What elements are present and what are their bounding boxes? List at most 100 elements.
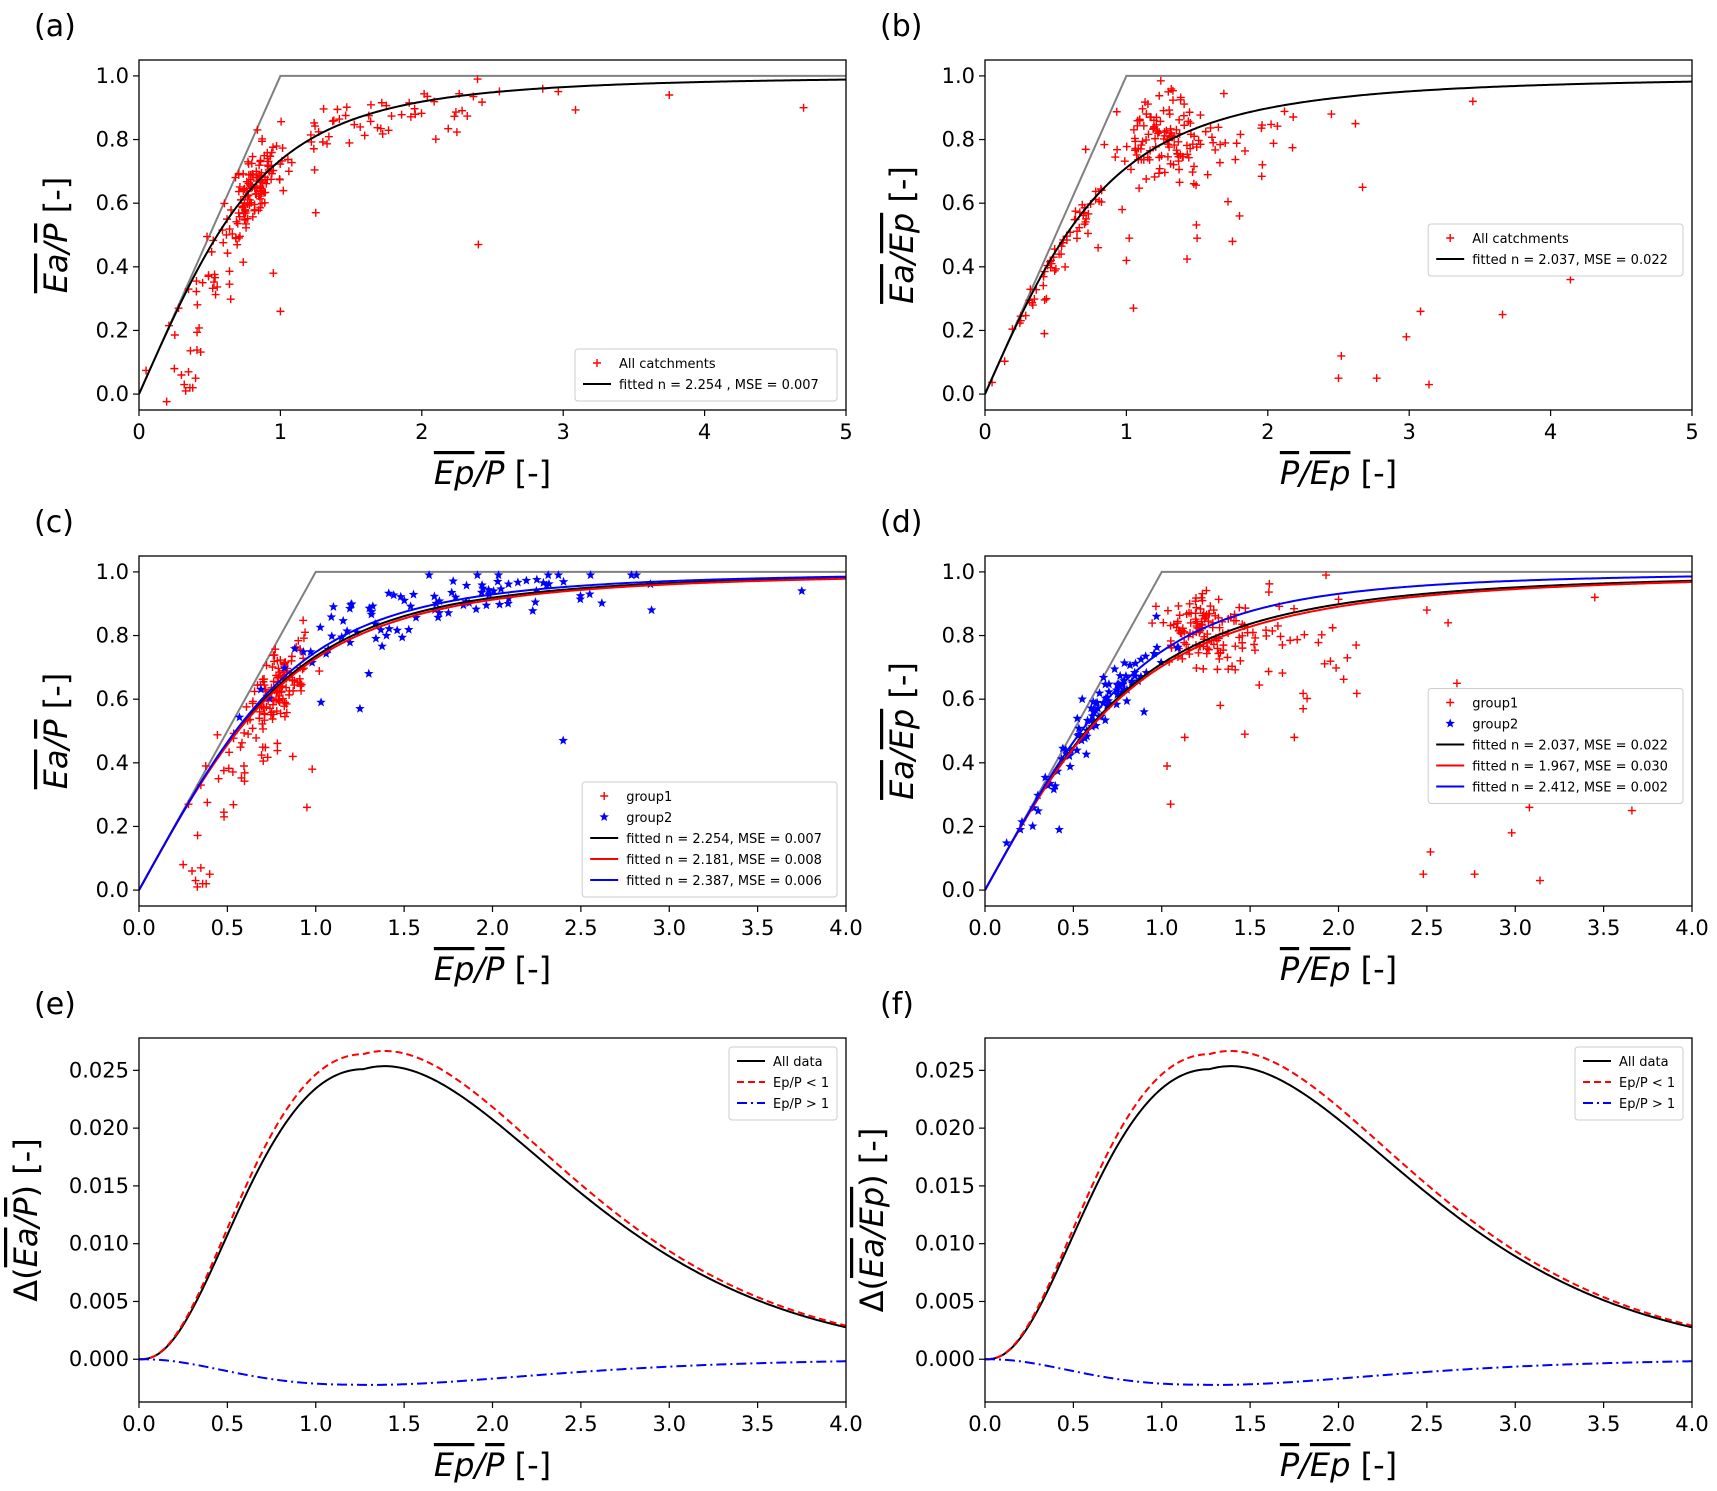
data-point <box>346 599 357 609</box>
data-point <box>1139 706 1149 716</box>
data-point <box>1155 128 1164 137</box>
x-tick-label: 3.5 <box>741 916 774 940</box>
legend-entry: group1 <box>1446 697 1518 712</box>
data-point <box>1133 116 1142 125</box>
panel-c: (c) 0.0 0.5 1.0 1.5 2.0 2.5 3.0 3.5 4.0 0.0 0.2 0.4 0… <box>34 505 863 988</box>
data-point <box>1273 122 1282 131</box>
data-point <box>220 812 229 821</box>
y-tick-label: 0.025 <box>915 1058 975 1082</box>
data-point <box>242 177 251 186</box>
data-point <box>1050 266 1059 275</box>
data-point <box>496 584 506 594</box>
data-point <box>345 603 355 613</box>
legend-entry: fitted n = 2.037, MSE = 0.022 <box>1436 739 1668 754</box>
data-point <box>1159 618 1168 627</box>
data-point <box>1192 181 1201 190</box>
data-point <box>366 609 377 619</box>
y-tick-label: 0.8 <box>96 624 129 648</box>
data-point <box>1122 696 1132 706</box>
x-tick-label: 2.0 <box>1322 916 1355 940</box>
data-point <box>444 124 453 133</box>
data-point <box>397 632 407 642</box>
data-point <box>424 570 434 580</box>
data-point <box>224 764 233 773</box>
data-point <box>1132 150 1141 159</box>
data-point <box>1111 153 1120 162</box>
data-point <box>1216 140 1225 149</box>
data-point <box>1214 123 1223 132</box>
data-point <box>1188 168 1197 177</box>
data-point <box>1293 635 1302 644</box>
data-point <box>1196 604 1205 613</box>
data-point <box>553 570 564 580</box>
limit-line <box>139 74 846 395</box>
data-point <box>1174 157 1183 166</box>
data-point <box>384 126 393 135</box>
legend-entry: group2 <box>1445 718 1518 733</box>
x-tick-label: 5 <box>839 420 852 444</box>
x-tick-label: 0.5 <box>211 916 244 940</box>
data-point <box>1153 129 1162 138</box>
data-point <box>1238 644 1247 653</box>
data-point <box>1303 694 1312 703</box>
data-point <box>257 751 266 760</box>
data-point <box>1190 132 1199 141</box>
legend: All catchments fitted n = 2.254 , MSE = 0… <box>574 348 838 402</box>
panel-a: (a) 0 1 2 3 4 5 0.0 0.2 0.4 0.6 0.8 1.0 All catchment… <box>34 9 853 492</box>
data-point <box>279 186 288 195</box>
data-point <box>1185 108 1194 117</box>
data-point <box>1213 644 1222 653</box>
data-point <box>232 217 241 226</box>
data-point <box>1498 310 1507 319</box>
data-point <box>235 212 244 221</box>
data-point <box>284 167 293 176</box>
data-point <box>1444 618 1453 627</box>
data-point <box>1173 617 1182 626</box>
x-tick-label: 3.5 <box>1587 916 1620 940</box>
x-tick-label: 3.0 <box>653 916 686 940</box>
data-point <box>492 576 503 586</box>
data-point <box>1240 146 1249 155</box>
data-point <box>405 601 416 611</box>
data-point <box>370 618 380 628</box>
data-point <box>345 637 355 647</box>
data-point <box>378 129 387 138</box>
data-point <box>1151 134 1160 143</box>
curve-fitted n = 2.254, MSE = 0.007 <box>139 576 846 891</box>
x-tick-label: 2.5 <box>564 916 597 940</box>
data-point <box>1219 646 1228 655</box>
y-tick-label: 0.015 <box>69 1174 129 1198</box>
data-point <box>1241 604 1250 613</box>
data-point <box>219 238 228 247</box>
data-point <box>1163 762 1172 770</box>
data-point <box>1078 200 1087 209</box>
data-point <box>276 671 285 680</box>
data-point <box>483 584 494 594</box>
x-tick-label: 2.0 <box>1322 1412 1355 1436</box>
data-point <box>1182 141 1191 150</box>
data-point <box>1273 621 1282 630</box>
legend-entry: Ep/P > 1 <box>1583 1097 1675 1112</box>
data-point <box>1055 250 1064 259</box>
data-point <box>1180 100 1189 109</box>
y-axis-title: Ea/P [-] <box>37 673 75 790</box>
data-point <box>1000 357 1009 366</box>
data-point <box>1525 803 1534 812</box>
data-point <box>1076 735 1087 745</box>
data-point <box>1183 150 1192 159</box>
data-point <box>430 604 440 614</box>
y-axis-title-group: Ea/P [-] <box>37 673 75 790</box>
plot-frame <box>138 555 847 907</box>
legend-entry: fitted n = 2.254 , MSE = 0.007 <box>583 378 819 393</box>
data-point <box>1207 133 1216 142</box>
data-point <box>244 730 253 739</box>
data-point <box>1042 294 1051 303</box>
data-point <box>1320 659 1329 668</box>
data-point <box>242 702 251 711</box>
data-point <box>575 590 586 600</box>
data-point <box>1029 803 1039 813</box>
data-point <box>431 598 441 608</box>
x-tick-label: 3 <box>557 420 570 444</box>
data-point <box>1180 638 1189 647</box>
legend-box <box>1427 223 1684 277</box>
